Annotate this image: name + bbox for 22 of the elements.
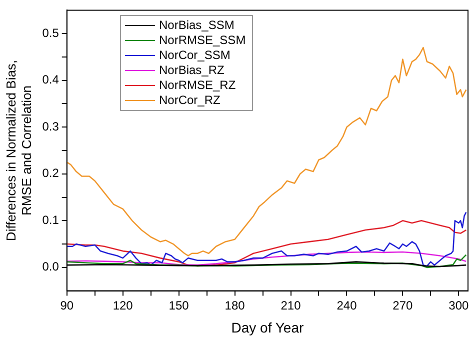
legend-label: NorCor_SSM [159, 48, 230, 63]
x-tick-label: 120 [112, 298, 134, 312]
legend-label: NorRMSE_RZ [159, 78, 236, 93]
y-tick-label: 0.0 [42, 260, 60, 274]
legend-label: NorRMSE_SSM [159, 33, 246, 48]
x-tick-label: 240 [336, 298, 358, 312]
y-tick-label: 0.1 [42, 212, 60, 227]
y-tick-label: 0.2 [42, 166, 60, 180]
x-tick-label: 150 [168, 298, 190, 312]
legend-label: NorBias_SSM [159, 18, 234, 33]
x-tick-label: 210 [280, 298, 302, 312]
x-tick-label: 90 [60, 298, 74, 312]
legend-label: NorCor_RZ [159, 93, 220, 108]
x-tick-label: 180 [224, 298, 246, 312]
x-axis-title: Day of Year [231, 319, 304, 336]
x-tick-label: 270 [392, 298, 414, 312]
y-tick-label: 0.5 [42, 26, 60, 40]
y-tick-label: 0.3 [42, 119, 60, 134]
y-tick-label: 0.4 [42, 72, 60, 87]
legend-label: NorBias_RZ [159, 63, 224, 78]
x-tick-label: 300 [448, 298, 470, 312]
y-axis-title: Differences in Normalized Bias, RMSE and Correlation [3, 60, 34, 242]
